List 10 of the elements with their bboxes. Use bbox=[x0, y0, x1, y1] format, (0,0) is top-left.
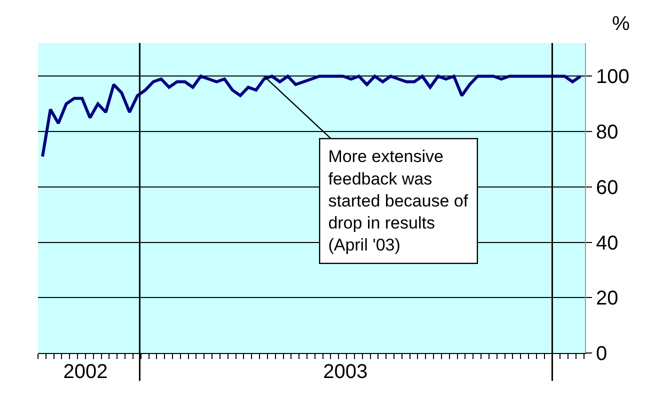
x-tick-label: 2002 bbox=[63, 361, 108, 383]
y-tick-label: 0 bbox=[596, 343, 608, 365]
y-tick-label: 20 bbox=[596, 288, 618, 310]
y-tick-label: 80 bbox=[596, 122, 618, 144]
x-tick-label: 2003 bbox=[323, 361, 368, 383]
annotation: More extensive feedback was started because of drop in results (April '03) bbox=[328, 147, 468, 255]
y-axis-title: % bbox=[612, 13, 630, 35]
y-tick-label: 40 bbox=[596, 232, 618, 254]
y-tick-label: 60 bbox=[596, 176, 618, 199]
y-tick-label: 100 bbox=[596, 66, 630, 88]
